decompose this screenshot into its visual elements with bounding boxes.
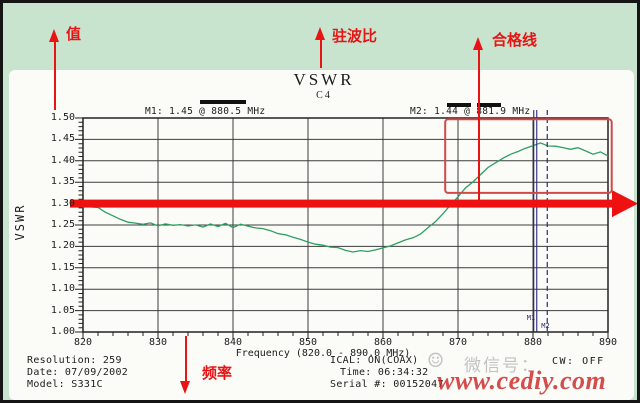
- smiley-watermark-icon: ☺: [428, 346, 444, 375]
- marker-flag-label: M2: [541, 322, 549, 330]
- vswr-trace: [82, 142, 609, 253]
- website-watermark: www.cediy.com: [437, 366, 607, 395]
- limit-line-arrow-head-icon: [612, 190, 638, 218]
- fail-region-highlight-box: [444, 118, 613, 194]
- axis-ticks: [75, 117, 609, 339]
- instrument-screen-panel: [9, 70, 634, 400]
- limit-line-bar: [70, 199, 612, 208]
- plot-border: [82, 117, 609, 333]
- marker-flag-label: M1: [527, 314, 535, 322]
- wechat-watermark: 微信号：: [464, 356, 540, 376]
